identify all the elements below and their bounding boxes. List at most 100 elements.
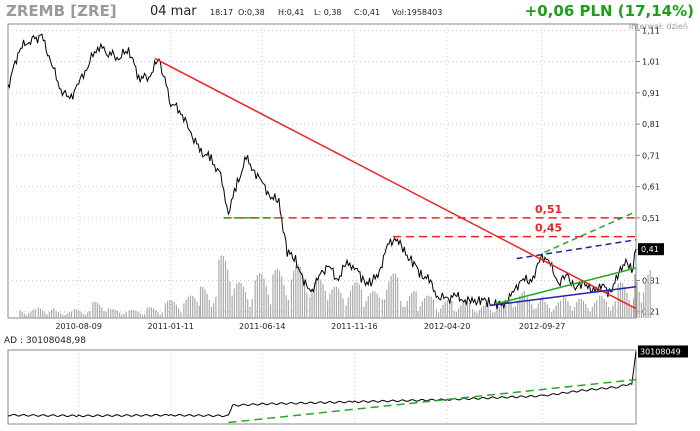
volume-bar xyxy=(437,312,440,318)
volume-bar xyxy=(101,307,103,318)
volume-bar xyxy=(415,291,417,318)
volume-bar xyxy=(451,300,453,318)
volume-bar xyxy=(601,296,603,318)
volume-bar xyxy=(555,305,557,318)
time-label: 18:17 xyxy=(210,8,234,17)
support-line-blue xyxy=(489,285,637,307)
volume-bar xyxy=(30,311,32,318)
volume-bar xyxy=(383,299,386,318)
volume-bar xyxy=(44,312,46,318)
volume-bar xyxy=(462,303,464,318)
volume-bar xyxy=(242,286,244,318)
volume-bar xyxy=(643,292,645,318)
volume-bar xyxy=(64,315,66,318)
x-tick-label: 2011-06-14 xyxy=(239,322,286,331)
volume-bar xyxy=(548,308,551,318)
volume-bar xyxy=(32,309,34,318)
volume-bar xyxy=(526,297,528,318)
volume-bar xyxy=(66,313,68,318)
volume-bar xyxy=(167,301,169,318)
volume-bar xyxy=(458,308,460,318)
volume-bar xyxy=(141,314,144,318)
ad-last-value-box xyxy=(638,345,688,358)
volume-bar xyxy=(295,265,297,318)
volume-bar xyxy=(605,302,607,318)
y-tick-label: 1,11 xyxy=(642,26,660,35)
volume-bar xyxy=(521,292,523,318)
volume-bar xyxy=(169,300,171,318)
price-change: +0,06 PLN (17,14%) xyxy=(524,2,694,20)
volume-bar xyxy=(345,305,347,318)
volume-bar xyxy=(19,310,21,318)
volume-bar xyxy=(544,301,546,318)
volume-bar xyxy=(374,291,376,318)
volume-bar xyxy=(208,299,210,318)
volume-bar xyxy=(189,295,192,318)
volume-bar xyxy=(251,298,253,318)
volume-bar xyxy=(589,311,591,318)
volume-bar xyxy=(352,285,354,318)
volume-bar xyxy=(531,304,533,318)
volume-bar xyxy=(634,274,636,318)
volume-bar xyxy=(621,283,624,318)
volume-bar xyxy=(185,299,187,318)
volume-bar xyxy=(559,300,562,318)
volume-bar xyxy=(494,312,496,318)
volume-bar xyxy=(62,314,64,318)
volume-bar xyxy=(199,286,202,318)
volume-bar xyxy=(578,298,580,318)
volume-bar xyxy=(215,296,217,318)
volume-bar xyxy=(263,278,265,318)
volume-bar xyxy=(89,310,91,318)
volume-bar xyxy=(628,300,630,318)
last-value-label: 0,41 xyxy=(641,245,659,254)
volume-bar xyxy=(580,298,582,318)
volume-bar xyxy=(161,312,164,318)
volume-bar xyxy=(340,292,342,318)
ad-indicator-title: AD : 30108048,98 xyxy=(4,336,86,346)
volume-bar xyxy=(496,309,498,318)
volume-bar xyxy=(196,301,198,318)
volume-bar xyxy=(546,304,548,318)
volume-bar xyxy=(363,306,365,318)
volume-bar xyxy=(460,305,462,318)
volume-bar xyxy=(98,304,101,318)
volume-bar xyxy=(229,281,231,318)
volume-bar xyxy=(610,310,612,318)
y-tick-label: 0,31 xyxy=(642,276,660,285)
volume-bar xyxy=(112,309,114,318)
volume-bar xyxy=(406,301,408,318)
volume-bar xyxy=(76,309,78,318)
volume-bar xyxy=(510,301,512,318)
volume-bar xyxy=(320,279,322,318)
volume-bar xyxy=(311,289,313,318)
volume-bar xyxy=(417,310,419,318)
volume-bar xyxy=(133,309,135,318)
volume-bar xyxy=(80,312,82,318)
volume-bar xyxy=(369,292,372,318)
volume-bar xyxy=(562,295,565,318)
volume-bar xyxy=(103,310,105,318)
x-tick-label: 2011-01-11 xyxy=(148,322,195,331)
volume-bar xyxy=(116,310,118,318)
volume-bar xyxy=(155,310,157,318)
volume-bar xyxy=(430,296,432,318)
volume-bar xyxy=(70,311,73,318)
volume-bar xyxy=(227,269,229,318)
volume-bar xyxy=(21,311,23,318)
close-label: C:0,41 xyxy=(354,8,381,17)
ad-last-value-label: 30108049 xyxy=(640,347,681,356)
volume-bar xyxy=(647,274,649,318)
volume-bar xyxy=(557,302,559,318)
volume-bar xyxy=(213,303,215,318)
volume-bar xyxy=(265,285,267,318)
volume-label: Vol:1958403 xyxy=(392,8,443,17)
date-label: 04 mar xyxy=(150,4,197,19)
price-series-line xyxy=(7,33,637,310)
volume-bar xyxy=(110,309,112,318)
last-value-box xyxy=(638,243,664,256)
volume-bar xyxy=(171,300,173,318)
volume-bar xyxy=(649,269,651,318)
volume-bar xyxy=(519,295,521,318)
volume-bar xyxy=(402,306,404,318)
